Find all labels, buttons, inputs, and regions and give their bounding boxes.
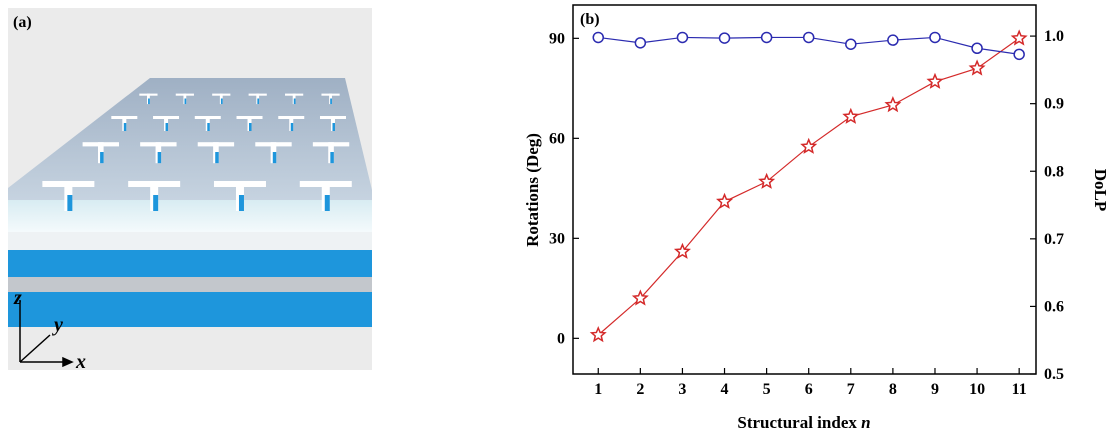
y-tick-label: 30	[549, 230, 565, 247]
axis-label: y	[52, 314, 63, 336]
slit-shadow	[158, 152, 162, 163]
circle-marker	[677, 32, 687, 42]
y2-tick-label: 0.5	[1044, 366, 1064, 383]
star-marker	[970, 61, 983, 74]
spacer-layer	[8, 232, 372, 250]
slit-shadow	[153, 195, 158, 211]
figure: (a) z y x (b) Structural index n Rotatio…	[0, 0, 1116, 437]
slit-shadow	[332, 123, 335, 131]
x-tick-label: 10	[969, 381, 985, 398]
x-tick-label: 9	[931, 381, 939, 398]
axis-label: z	[13, 287, 22, 309]
y2-tick-label: 0.6	[1044, 298, 1064, 315]
slit-shadow	[273, 152, 277, 163]
slit-shadow	[239, 195, 244, 211]
circle-marker	[593, 32, 603, 42]
slit-shadow	[257, 99, 259, 105]
slab-front	[8, 200, 372, 232]
y2-axis-title: DoLP	[1091, 169, 1110, 212]
circle-marker	[930, 32, 940, 42]
slit-shadow	[294, 99, 296, 105]
x-tick-label: 5	[763, 381, 771, 398]
slit-shadow	[207, 123, 210, 131]
x-tick-label: 3	[678, 381, 686, 398]
star-marker	[592, 328, 605, 341]
star-marker	[928, 75, 941, 88]
x-tick-label: 11	[1012, 381, 1027, 398]
star-marker	[718, 195, 731, 208]
slit-shadow	[221, 99, 223, 105]
y-axis-title: Rotations (Deg)	[523, 133, 542, 247]
y2-tick-label: 0.7	[1044, 231, 1064, 248]
panel-a: (a) z y x	[8, 8, 372, 373]
circle-marker	[762, 32, 772, 42]
panel-b: (b) Structural index n Rotations (Deg) D…	[523, 5, 1110, 432]
slit-shadow	[330, 99, 332, 105]
axis-label: x	[75, 351, 86, 373]
x-axis-symbol: n	[861, 413, 870, 432]
star-marker	[886, 98, 899, 111]
slit-shadow	[325, 195, 330, 211]
y2-tick-label: 0.9	[1044, 96, 1064, 113]
slit-shadow	[67, 195, 72, 211]
slit-shadow	[185, 99, 187, 105]
slit-shadow	[215, 152, 219, 163]
x-tick-label: 7	[847, 381, 855, 398]
plot-frame	[573, 5, 1036, 374]
slit-shadow	[291, 123, 294, 131]
x-tick-label: 1	[594, 381, 602, 398]
star-marker	[760, 175, 773, 188]
slit-shadow	[100, 152, 104, 163]
x-tick-label: 6	[805, 381, 813, 398]
circle-marker	[972, 43, 982, 53]
slit-shadow	[249, 123, 252, 131]
x-tick-label: 2	[636, 381, 644, 398]
circle-marker	[720, 33, 730, 43]
circle-marker	[804, 32, 814, 42]
circle-marker	[846, 39, 856, 49]
circle-marker	[1014, 49, 1024, 59]
series-line	[598, 38, 1019, 335]
x-axis-title: Structural index n	[737, 413, 870, 432]
slit-shadow	[166, 123, 169, 131]
slit-shadow	[148, 99, 150, 105]
gray-layer	[8, 277, 372, 292]
panel-label: (b)	[580, 11, 600, 28]
y2-tick-label: 1.0	[1044, 28, 1064, 45]
y-tick-label: 90	[549, 30, 565, 47]
y2-tick-label: 0.8	[1044, 163, 1064, 180]
slit-shadow	[124, 123, 127, 131]
panel-label: (a)	[13, 14, 32, 31]
circle-marker	[635, 38, 645, 48]
page: {"figure": {"panel_a": {"label": "(a)", …	[0, 0, 1116, 442]
slit-shadow	[330, 152, 334, 163]
x-tick-label: 8	[889, 381, 897, 398]
circle-marker	[888, 35, 898, 45]
y-tick-label: 60	[549, 130, 565, 147]
blue-layer	[8, 250, 372, 277]
y-tick-label: 0	[557, 330, 565, 347]
x-axis-title-text: Structural index	[737, 413, 857, 432]
x-tick-label: 4	[721, 381, 729, 398]
